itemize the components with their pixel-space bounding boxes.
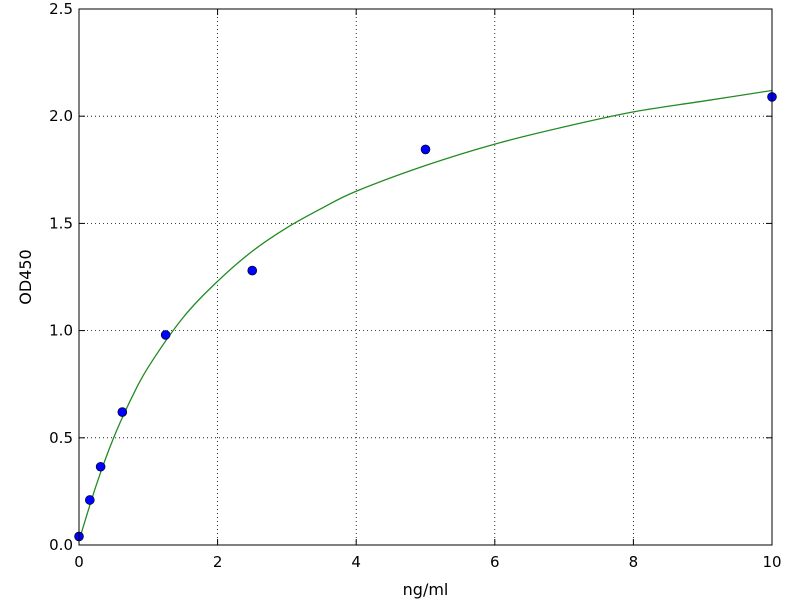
data-point xyxy=(117,407,128,417)
x-tick-label: 2 xyxy=(213,553,223,571)
plot-background xyxy=(79,9,772,545)
x-tick-label: 0 xyxy=(74,553,84,571)
data-point xyxy=(85,495,95,505)
x-tick-label: 10 xyxy=(762,553,781,571)
tick-marks xyxy=(78,8,773,546)
fit-curve-line xyxy=(78,89,773,541)
y-tick-label: 1.5 xyxy=(49,214,73,232)
y-tick-label: 2.5 xyxy=(49,0,73,18)
x-tick-label: 4 xyxy=(351,553,361,571)
data-point xyxy=(160,330,171,340)
y-axis-title: OD450 xyxy=(16,249,35,304)
y-tick-label: 1.0 xyxy=(49,322,73,340)
x-tick-label: 6 xyxy=(490,553,500,571)
fit-curve-layer xyxy=(78,89,773,541)
y-tick-label: 0.0 xyxy=(49,536,73,554)
tick-labels: 0 2 4 6 8 10 0.0 0.5 1.0 1.5 2.0 2.5 xyxy=(49,0,781,571)
y-tick-label: 0.5 xyxy=(49,429,73,447)
data-point xyxy=(420,144,431,155)
y-tick-label: 2.0 xyxy=(49,107,73,125)
data-point xyxy=(95,461,106,472)
data-point xyxy=(247,265,258,276)
grid xyxy=(79,9,772,545)
x-tick-label: 8 xyxy=(629,553,639,571)
x-axis-title: ng/ml xyxy=(403,580,449,599)
plot-frame xyxy=(78,8,773,546)
